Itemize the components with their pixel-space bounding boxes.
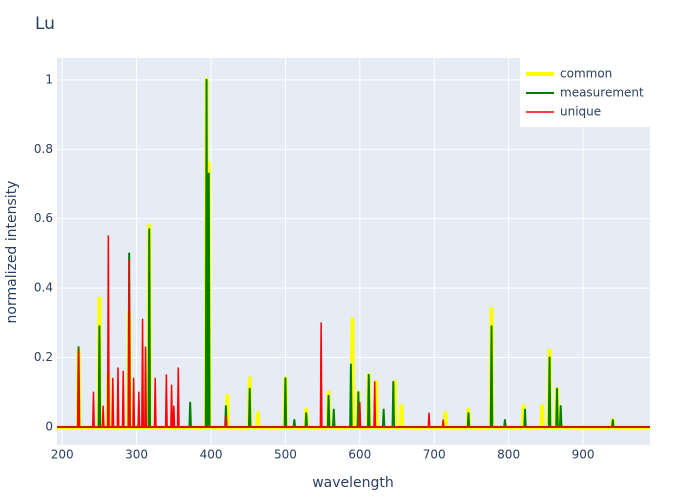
x-tick-label: 600 — [348, 448, 371, 462]
x-tick-label: 300 — [125, 448, 148, 462]
legend: common measurement unique — [520, 58, 650, 127]
plot — [57, 77, 650, 429]
y-axis-label: normalized intensity — [4, 181, 20, 324]
y-tick-label: 0.2 — [34, 350, 53, 364]
legend-label: common — [560, 67, 612, 81]
x-axis-label: wavelength — [312, 475, 394, 491]
y-tick-label: 0.6 — [34, 211, 53, 225]
y-tick-label: 0 — [45, 419, 53, 433]
x-tick-label: 400 — [200, 448, 223, 462]
legend-label: measurement — [560, 86, 644, 100]
x-tick-label: 900 — [572, 448, 595, 462]
series-line — [57, 235, 650, 428]
y-tick-label: 0.4 — [34, 281, 53, 295]
x-tick-label: 800 — [497, 448, 520, 462]
series-line — [57, 78, 650, 428]
x-tick-label: 500 — [274, 448, 297, 462]
x-tick-label: 200 — [51, 448, 74, 462]
y-tick-label: 1 — [45, 72, 53, 86]
chart-title: Lu — [35, 14, 55, 34]
legend-label: unique — [560, 105, 601, 119]
x-tick-label: 700 — [423, 448, 446, 462]
y-tick-label: 0.8 — [34, 142, 53, 156]
